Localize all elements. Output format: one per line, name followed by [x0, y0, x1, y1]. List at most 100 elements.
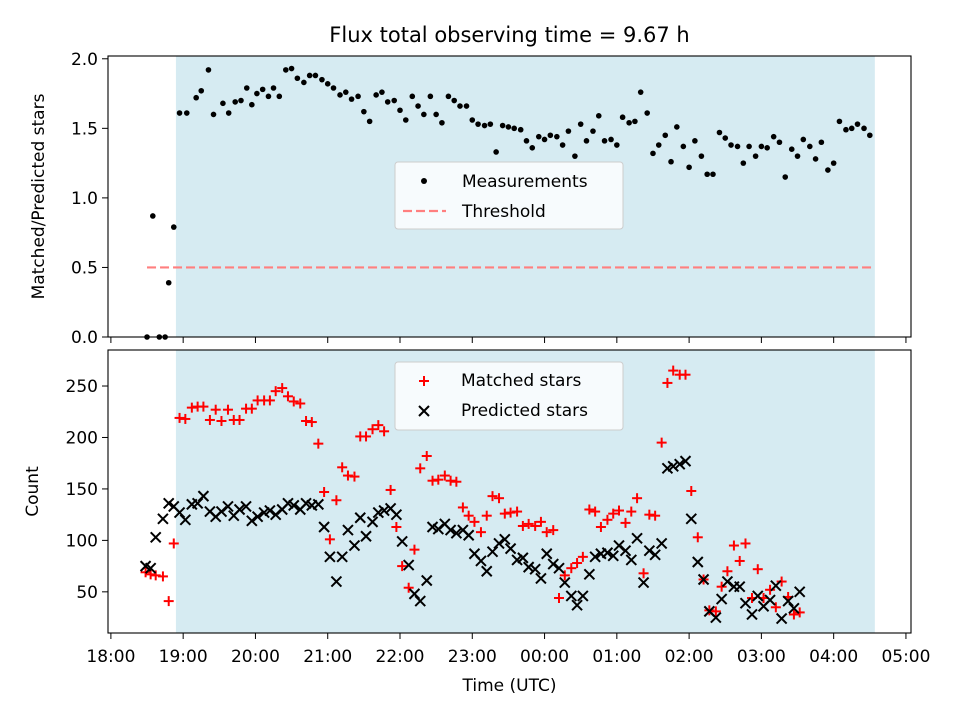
measurement-point — [577, 121, 584, 127]
predicted-star-point — [697, 573, 710, 586]
matched-star-point — [662, 377, 673, 388]
predicted-star-point — [643, 544, 656, 557]
measurement-point — [254, 90, 260, 97]
y-tick-label: 1.0 — [71, 189, 98, 209]
predicted-star-point — [493, 537, 505, 550]
measurement-point — [595, 113, 602, 119]
matched-star-point — [523, 518, 534, 529]
matched-star-point — [686, 485, 697, 496]
matched-star-point — [734, 555, 745, 566]
predicted-star-point — [583, 568, 596, 581]
matched-star-point — [554, 593, 565, 604]
predicted-star-point — [764, 594, 776, 606]
matched-star-point — [163, 596, 174, 607]
matched-star-point — [186, 402, 197, 413]
matched-star-point — [385, 484, 396, 495]
predicted-star-point — [288, 499, 300, 512]
predicted-star-point — [504, 542, 517, 555]
x-axis-label: Time (UTC) — [462, 676, 557, 696]
matched-star-point — [234, 414, 245, 425]
predicted-star-point — [462, 529, 475, 541]
measurement-point — [379, 89, 385, 95]
matched-star-point — [602, 514, 613, 525]
measurement-point — [220, 100, 226, 107]
measurement-point — [205, 67, 212, 73]
matched-star-point — [433, 474, 444, 485]
matched-star-point — [463, 510, 474, 521]
matched-star-point — [487, 491, 498, 502]
predicted-star-point — [222, 500, 234, 513]
count-panel: 50 100 150 200 250 18:00 19:00 20:00 21:00 22:00… — [23, 349, 930, 696]
measurement-point — [243, 85, 250, 91]
measurement-point — [836, 118, 843, 125]
matched-star-point — [403, 582, 414, 593]
predicted-star-point — [782, 595, 794, 607]
measurement-point — [637, 89, 644, 95]
measurement-point — [734, 143, 741, 150]
count-y-ticks: 50 100 150 200 250 — [66, 377, 108, 603]
legend-measurements-label: Measurements — [462, 172, 588, 192]
time-x-ticks: 18:00 19:00 20:00 21:00 22:00 23:00 00:00 01:00… — [86, 633, 930, 667]
predicted-star-point — [752, 590, 764, 602]
x-tick-label: 04:00 — [809, 647, 858, 667]
measurement-point — [704, 171, 710, 178]
measurement-point — [572, 153, 578, 159]
measurement-point — [710, 171, 716, 178]
measurement-point — [559, 142, 566, 148]
matched-star-point — [391, 522, 402, 533]
measurement-point — [867, 132, 873, 139]
measurement-point — [463, 103, 470, 109]
measurement-point — [728, 142, 734, 148]
predicted-star-point — [529, 563, 541, 575]
measurement-point — [541, 136, 548, 143]
predicted-star-point — [251, 511, 264, 523]
predicted-star-point — [679, 455, 692, 467]
predicted-star-point — [149, 531, 162, 544]
ratio-y-ticks: 0.0 0.5 1.0 1.5 2.0 — [71, 50, 108, 348]
predicted-star-point — [649, 549, 661, 561]
count-axes-frame — [107, 349, 912, 634]
matched-star-point — [584, 504, 595, 515]
matched-star-point — [373, 420, 384, 431]
matched-star-point — [439, 470, 450, 481]
predicted-star-point — [793, 586, 806, 598]
measurement-point — [283, 67, 289, 73]
matched-star-point — [530, 520, 541, 531]
measurement-point — [265, 93, 272, 100]
predicted-star-point — [396, 535, 408, 548]
measurement-point — [324, 81, 331, 87]
predicted-star-point — [486, 545, 499, 558]
matched-star-point — [204, 414, 215, 425]
predicted-star-point — [715, 593, 728, 605]
matched-star-point — [180, 413, 191, 424]
measurement-point — [288, 65, 295, 72]
measurement-point — [686, 164, 692, 171]
matched-star-point — [512, 506, 523, 517]
matched-star-point — [331, 495, 342, 506]
measurement-point — [433, 111, 439, 118]
measurement-point — [644, 110, 650, 116]
measurement-point — [547, 132, 554, 139]
x-tick-label: 20:00 — [231, 647, 280, 667]
predicted-star-point — [631, 532, 643, 545]
predicted-star-point — [571, 599, 583, 611]
measurement-point — [439, 119, 445, 126]
matched-star-point — [716, 581, 727, 592]
matched-star-point — [288, 396, 299, 407]
measurement-point — [861, 125, 867, 132]
x-tick-label: 18:00 — [86, 647, 135, 667]
matched-star-point — [608, 508, 619, 519]
matched-star-point — [319, 487, 330, 498]
matched-star-point — [638, 568, 649, 579]
predicted-star-point — [770, 579, 782, 592]
matched-star-point — [342, 470, 353, 481]
matched-star-point — [494, 493, 505, 504]
predicted-star-point — [330, 575, 343, 588]
count-legend-box — [394, 361, 624, 431]
measurement-point — [210, 111, 217, 118]
measurement-point — [475, 121, 481, 127]
ratio-axes-frame — [107, 55, 912, 338]
matched-star-point — [632, 493, 643, 504]
measurement-point — [818, 139, 825, 146]
